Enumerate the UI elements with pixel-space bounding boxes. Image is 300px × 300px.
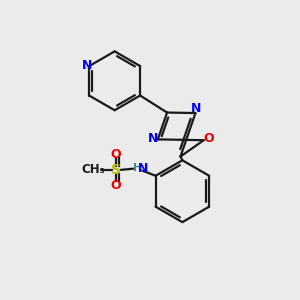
Text: CH₃: CH₃ bbox=[81, 164, 105, 176]
Text: H: H bbox=[133, 164, 142, 173]
Text: S: S bbox=[111, 163, 121, 177]
Text: N: N bbox=[148, 132, 158, 145]
Text: N: N bbox=[82, 59, 92, 72]
Text: O: O bbox=[203, 132, 214, 145]
Text: O: O bbox=[111, 148, 122, 161]
Text: N: N bbox=[137, 162, 148, 175]
Text: N: N bbox=[191, 101, 201, 115]
Text: O: O bbox=[111, 179, 122, 192]
